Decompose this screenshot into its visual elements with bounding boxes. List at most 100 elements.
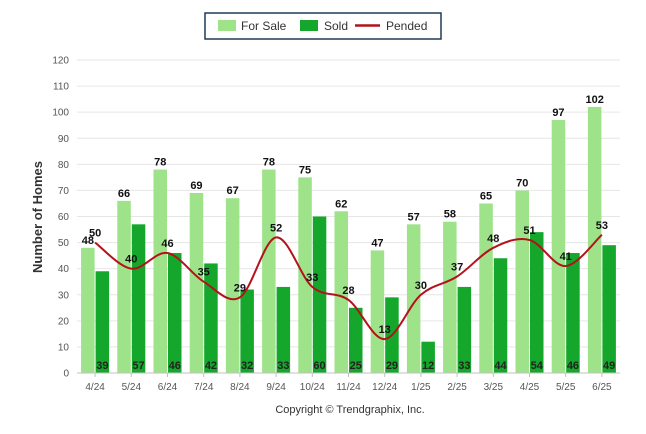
legend-box: [204, 12, 442, 40]
label-sold: 42: [205, 360, 217, 372]
y-axis-label: Number of Homes: [30, 161, 45, 273]
bar-for-sale: [443, 221, 457, 373]
x-tick-label: 6/25: [592, 382, 612, 393]
legend-label-for-sale: For Sale: [241, 19, 287, 33]
y-tick-label: 100: [52, 108, 69, 119]
bars: [81, 106, 616, 373]
bar-for-sale: [262, 169, 276, 373]
bar-for-sale: [81, 247, 95, 373]
x-tick-label: 6/24: [158, 382, 178, 393]
copyright-text: Copyright © Trendgraphix, Inc.: [275, 404, 424, 416]
label-pended: 33: [306, 272, 318, 284]
bar-for-sale: [551, 119, 566, 373]
label-pended: 50: [89, 228, 101, 240]
bar-sold: [240, 289, 254, 373]
label-sold: 33: [277, 360, 289, 372]
gridlines: [77, 59, 620, 348]
x-tick-label: 4/24: [85, 382, 105, 393]
bar-for-sale: [370, 250, 385, 373]
y-tick-label: 120: [52, 56, 69, 67]
y-tick-label: 70: [58, 186, 70, 197]
x-tick-label: 2/25: [447, 382, 467, 393]
bar-sold: [349, 307, 363, 373]
label-sold: 57: [132, 360, 144, 372]
y-tick-label: 60: [58, 212, 70, 223]
bar-for-sale: [406, 224, 421, 373]
label-sold: 46: [567, 360, 579, 372]
label-pended: 37: [451, 261, 463, 273]
x-tick-label: 1/25: [411, 382, 431, 393]
y-tick-label: 0: [63, 369, 69, 380]
bar-for-sale: [587, 106, 602, 373]
y-axis-ticks: 0 10 20 30 40 50 60 70 80 90 100 110 120: [52, 56, 69, 380]
data-labels: 48 39 66 57 78 46 69 42 67 32 78 33 75 60 62 25 47 29 57 12…: [82, 94, 616, 372]
bar-sold: [457, 286, 472, 373]
legend-swatch-sold: [300, 20, 318, 31]
legend-swatch-for-sale: [218, 20, 236, 31]
label-pended: 46: [161, 238, 173, 250]
bar-sold: [204, 263, 218, 373]
label-pended: 30: [415, 280, 427, 292]
legend-label-sold: Sold: [324, 19, 348, 33]
y-tick-label: 20: [58, 316, 70, 327]
x-tick-label: 5/25: [556, 382, 576, 393]
label-sold: 33: [458, 360, 470, 372]
x-axis-ticks: 4/24 5/24 6/24 7/24 8/24 9/24 10/24 11/24 12/24 1…: [85, 373, 612, 393]
bar-for-sale: [479, 203, 493, 373]
label-for-sale: 58: [444, 209, 456, 221]
label-pended: 51: [523, 225, 535, 237]
label-sold: 49: [603, 360, 615, 372]
pended-curve: [94, 234, 603, 341]
label-pended: 29: [234, 282, 246, 294]
pended-line: [94, 234, 603, 341]
x-tick-label: 5/24: [122, 382, 142, 393]
label-pended: 41: [560, 251, 572, 263]
x-tick-label: 10/24: [300, 382, 325, 393]
bar-for-sale: [515, 190, 529, 373]
x-tick-label: 11/24: [336, 382, 361, 393]
label-sold: 25: [350, 360, 362, 372]
label-pended: 40: [125, 254, 137, 266]
label-for-sale: 62: [335, 198, 347, 210]
label-pended: 35: [198, 267, 210, 279]
bar-sold: [421, 341, 435, 373]
legend-label-pended: Pended: [386, 19, 427, 33]
bar-sold: [168, 253, 182, 373]
bar-for-sale: [117, 200, 131, 373]
bar-sold: [312, 216, 327, 373]
x-tick-label: 4/25: [520, 382, 540, 393]
bar-for-sale: [153, 169, 167, 373]
label-for-sale: 97: [552, 107, 564, 119]
label-sold: 60: [313, 360, 325, 372]
bar-for-sale: [334, 211, 348, 373]
label-sold: 12: [422, 360, 434, 372]
y-tick-label: 30: [58, 290, 70, 301]
bar-sold: [95, 271, 110, 373]
label-for-sale: 66: [118, 188, 130, 200]
bar-sold: [131, 224, 146, 373]
bar-for-sale: [298, 177, 312, 373]
y-tick-label: 10: [58, 342, 70, 353]
label-for-sale: 65: [480, 190, 492, 202]
x-tick-label: 8/24: [230, 382, 250, 393]
bar-sold: [602, 245, 616, 373]
bar-sold: [566, 253, 580, 373]
bar-for-sale: [225, 198, 240, 373]
label-sold: 46: [169, 360, 181, 372]
y-tick-label: 110: [53, 82, 69, 93]
label-for-sale: 78: [263, 157, 275, 169]
x-tick-label: 12/24: [372, 382, 397, 393]
label-sold: 44: [494, 360, 507, 372]
label-pended: 53: [596, 220, 608, 232]
y-tick-label: 90: [58, 134, 70, 145]
y-tick-label: 40: [58, 264, 70, 275]
label-for-sale: 48: [82, 235, 94, 247]
label-sold: 29: [386, 360, 398, 372]
label-for-sale: 57: [408, 211, 420, 223]
label-pended: 48: [487, 233, 499, 245]
x-tick-label: 9/24: [266, 382, 286, 393]
label-pended: 28: [342, 285, 354, 297]
label-sold: 39: [96, 360, 108, 372]
label-for-sale: 102: [585, 94, 603, 106]
